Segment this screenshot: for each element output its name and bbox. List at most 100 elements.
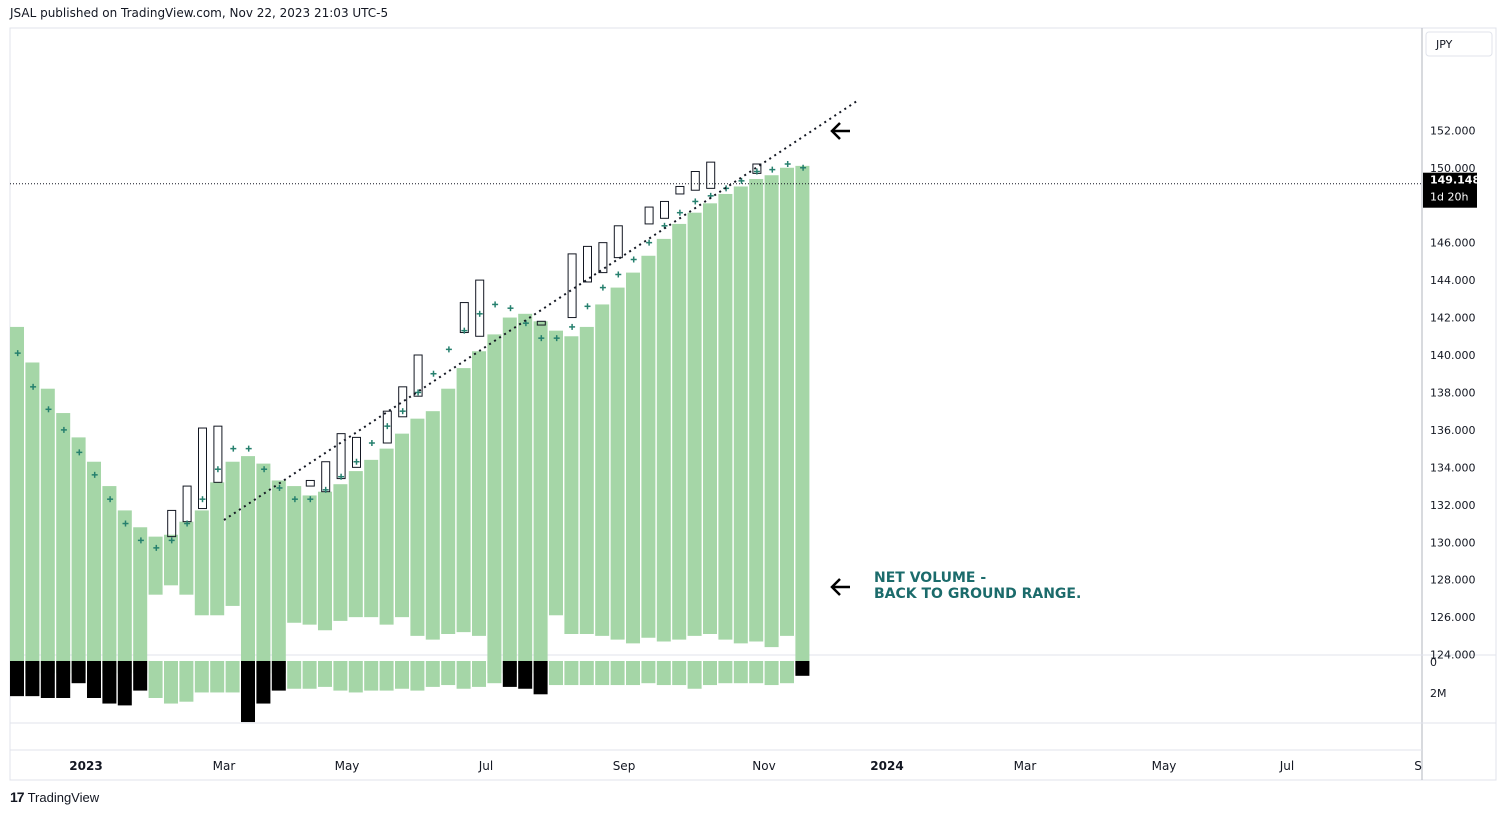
net-volume-bar: [579, 326, 594, 635]
price-tick: 142.000: [1430, 312, 1476, 325]
volume-bar: [379, 661, 394, 691]
volume-bar: [271, 661, 286, 691]
plus-marker: [738, 177, 745, 184]
plus-marker: [276, 484, 283, 491]
volume-bar: [656, 661, 671, 686]
plus-marker: [538, 335, 545, 342]
candle-box: [198, 427, 207, 510]
volume-bar: [733, 661, 748, 684]
price-tick: 132.000: [1430, 499, 1476, 512]
volume-bar: [56, 661, 71, 698]
net-volume-bar: [410, 418, 425, 636]
plus-marker: [353, 458, 360, 465]
volume-bar: [364, 661, 379, 691]
net-volume-bar: [148, 536, 163, 595]
volume-bar: [549, 661, 563, 686]
volume-bar: [533, 661, 548, 695]
plus-marker: [214, 466, 221, 473]
price-tick: 126.000: [1430, 611, 1476, 624]
volume-bar: [703, 661, 717, 686]
net-volume-bar: [487, 334, 502, 674]
time-tick: Jul: [1279, 759, 1294, 773]
plus-marker: [122, 520, 129, 527]
net-volume-bar: [102, 486, 117, 674]
volume-bars: [10, 661, 810, 723]
plus-marker: [137, 537, 144, 544]
net-volume-bar: [564, 336, 579, 635]
volume-bar: [610, 661, 625, 686]
plus-marker: [445, 346, 452, 353]
volume-bar: [487, 661, 502, 684]
candle-box: [305, 479, 315, 487]
arrow-left-icon: [830, 122, 850, 140]
plus-marker: [291, 496, 298, 503]
volume-bar: [318, 661, 332, 687]
plus-marker: [615, 271, 622, 278]
plus-marker: [60, 426, 67, 433]
price-tick: 152.000: [1430, 124, 1476, 137]
candle-box: [583, 245, 592, 283]
net-volume-bar: [40, 388, 55, 674]
plus-marker: [14, 350, 21, 357]
last-price-value: 149.148: [1430, 174, 1480, 187]
candle-box: [690, 170, 700, 191]
net-volume-bar: [210, 482, 225, 616]
net-volume-bar: [533, 321, 548, 674]
net-volume-bar: [256, 463, 271, 674]
plus-marker: [168, 537, 175, 544]
net-volume-bar: [764, 175, 779, 648]
time-tick: Nov: [752, 759, 775, 773]
net-volume-bar: [441, 388, 456, 635]
net-volume-bar: [318, 491, 332, 631]
price-tick: 146.000: [1430, 237, 1476, 250]
volume-bar: [210, 661, 225, 693]
net-volume-bar: [733, 186, 748, 644]
volume-bar: [564, 661, 579, 686]
logo-text: TradingView: [27, 789, 100, 805]
net-volume-bar: [87, 461, 101, 674]
currency-label: JPY: [1435, 38, 1453, 51]
volume-bar: [25, 661, 40, 697]
net-volume-bar: [518, 313, 533, 674]
volume-bar: [456, 661, 471, 689]
volume-bar: [472, 661, 486, 687]
net-volume-bar: [194, 510, 209, 616]
plus-marker: [261, 466, 268, 473]
net-volume-bar: [10, 326, 24, 674]
plus-marker: [245, 445, 252, 452]
net-volume-bar: [241, 456, 255, 674]
volume-bar: [626, 661, 640, 686]
candle-box: [475, 279, 485, 337]
net-volume-bar: [395, 433, 409, 618]
time-tick: Mar: [1014, 759, 1037, 773]
volume-bar: [87, 661, 101, 698]
net-volume-bar: [133, 527, 148, 674]
plus-marker: [76, 449, 83, 456]
tradingview-logo[interactable]: 17 TradingView: [10, 789, 99, 805]
net-volume-bar: [610, 287, 625, 640]
arrow-left-icon: [830, 578, 850, 596]
currency-badge[interactable]: [1425, 31, 1493, 57]
volume-bar: [71, 661, 86, 684]
time-tick: May: [335, 759, 360, 773]
plus-marker: [630, 256, 637, 263]
net-volume-bar: [71, 437, 86, 674]
volume-bar: [148, 661, 163, 698]
volume-tick-0: 0: [1430, 656, 1437, 669]
volume-bar: [749, 661, 764, 684]
volume-bar: [410, 661, 425, 691]
volume-bar: [425, 661, 440, 687]
annotation-line-2: BACK TO GROUND RANGE.: [874, 586, 1081, 602]
trendline[interactable]: [223, 100, 858, 521]
plus-marker: [45, 406, 52, 413]
volume-bar: [117, 661, 132, 706]
plus-marker: [415, 389, 422, 396]
candle-box: [644, 206, 654, 225]
plus-marker: [692, 198, 699, 205]
net-volume-bars: [10, 165, 810, 674]
plus-marker: [230, 445, 237, 452]
volume-bar: [287, 661, 302, 689]
plus-marker: [91, 471, 98, 478]
candle-box: [598, 242, 608, 274]
